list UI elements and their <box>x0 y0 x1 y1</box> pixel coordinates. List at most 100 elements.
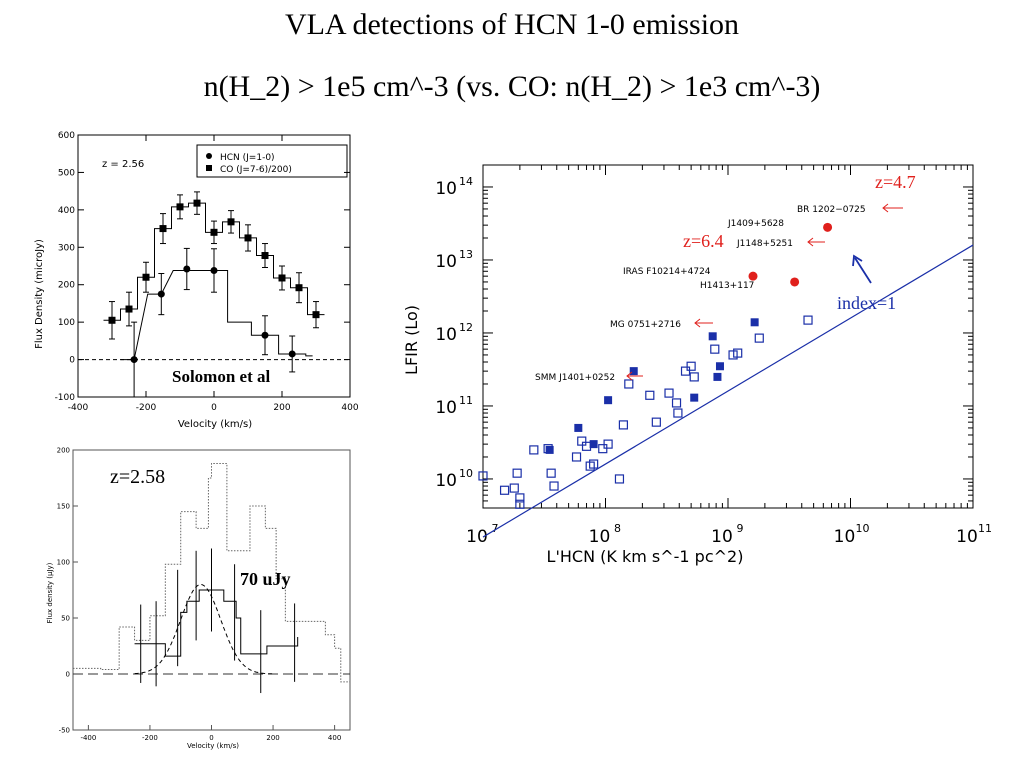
y-tick-label: -100 <box>55 393 76 403</box>
point-label-iras-f10214: IRAS F10214+4724 <box>623 267 711 277</box>
co-point <box>278 274 286 282</box>
y-axis-label: Flux density (μJy) <box>46 562 54 623</box>
fit-line-label: index=1 <box>837 293 896 313</box>
filled-square-point <box>629 367 638 376</box>
open-square-point <box>645 390 655 400</box>
x-tick-label: 400 <box>341 403 358 413</box>
hcn-spectrum-panel: -400 -200 0 200 400 -50 0 50 100 150 200 z=2.58 70… <box>40 440 360 758</box>
hcn-point <box>183 265 191 273</box>
y-tick-exponent: 14 <box>459 175 473 188</box>
open-square-point <box>728 350 738 360</box>
co-point <box>295 284 303 292</box>
y-axis-label: Flux Density (microJy) <box>34 239 45 349</box>
annotation-z47: z=4.7 <box>875 172 916 192</box>
x-tick-label: -400 <box>80 734 96 742</box>
x-tick-exponent: 8 <box>614 522 621 535</box>
open-square-point <box>581 441 592 451</box>
co-point <box>125 305 133 313</box>
x-axis-label: Velocity (km/s) <box>187 742 239 750</box>
y-tick-label: 10 <box>435 325 457 345</box>
y-tick-label: 150 <box>57 503 70 511</box>
hcn-spectrum-chart: -400 -200 0 200 400 -50 0 50 100 150 200 z=2.58 70… <box>46 447 351 750</box>
x-tick-label: 0 <box>211 403 217 413</box>
open-square-point <box>754 333 764 343</box>
fit-line <box>482 244 974 538</box>
fit-line-arrow-head <box>852 254 863 267</box>
slide-subtitle: n(H_2) > 1e5 cm^-3 (vs. CO: n(H_2) > 1e3… <box>203 70 821 103</box>
y-tick-label: -50 <box>59 727 70 735</box>
co-point <box>227 218 235 226</box>
point-label-h1413: H1413+117 <box>700 281 754 291</box>
x-tick-label: 400 <box>328 734 341 742</box>
open-square-point <box>546 468 556 478</box>
open-square-point <box>603 439 613 449</box>
filled-square-point <box>589 440 598 449</box>
x-tick-exponent: 10 <box>856 522 870 535</box>
co-point <box>193 199 201 207</box>
y-tick-label: 10 <box>435 398 457 418</box>
filled-square-point <box>715 362 724 371</box>
legend-co-label: CO (J=7-6)/200) <box>220 165 292 175</box>
redshift-annotation: z = 2.56 <box>102 159 144 170</box>
open-square-point <box>803 315 813 325</box>
arrow-mg0751-head <box>694 318 701 328</box>
legend-co-marker <box>206 165 212 171</box>
open-square-point <box>664 388 674 398</box>
y-tick-label: 500 <box>58 168 75 178</box>
hcn-co-spectrum-chart: -400 -200 0 200 400 -100 0 100 200 300 400 500 600 z… <box>34 131 359 430</box>
redshift-annotation: z=2.58 <box>110 466 165 488</box>
x-tick-exponent: 7 <box>492 522 499 535</box>
co-point <box>312 311 320 319</box>
y-tick-label: 10 <box>435 252 457 272</box>
point-label-mg0751: MG 0751+2716 <box>610 320 681 330</box>
y-tick-exponent: 13 <box>459 248 473 261</box>
open-square-point <box>686 361 696 371</box>
y-tick-label: 100 <box>58 318 75 328</box>
hcn-point <box>288 350 296 358</box>
open-square-point <box>515 493 525 503</box>
x-tick-label: 10 <box>834 527 856 547</box>
open-square-point <box>509 483 519 493</box>
y-tick-label: 10 <box>435 471 457 491</box>
open-square-point <box>710 344 720 354</box>
x-tick-label: 200 <box>266 734 279 742</box>
open-square-point <box>651 417 661 427</box>
y-tick-exponent: 10 <box>459 467 473 480</box>
y-tick-exponent: 12 <box>459 321 473 334</box>
open-square-point <box>673 408 683 418</box>
open-square-point <box>680 366 691 376</box>
open-square-point <box>515 499 525 509</box>
y-tick-label: 100 <box>57 559 70 567</box>
y-tick-label: 50 <box>61 615 70 623</box>
hcn-histogram <box>120 269 313 361</box>
filled-square-point <box>750 318 759 327</box>
point-label-j1409: J1409+5628 <box>727 219 784 229</box>
point-label-j1148: J1148+5251 <box>736 239 793 249</box>
filled-square-point <box>604 396 613 405</box>
co-point <box>159 225 167 233</box>
x-axis-label: Velocity (km/s) <box>178 419 252 430</box>
open-square-point <box>577 436 587 446</box>
dotted-histogram <box>73 462 350 683</box>
co-point <box>108 316 116 324</box>
y-tick-label: 200 <box>58 281 75 291</box>
x-axis-label: L'HCN (K km s^-1 pc^2) <box>547 547 744 566</box>
y-tick-label: 600 <box>58 131 75 141</box>
lfir-lhcn-panel: 10 7 10 8 10 9 10 10 10 11 10 10 10 11 10 12 10 13 10 14 BR… <box>395 150 1015 590</box>
x-tick-label: -200 <box>136 403 157 413</box>
legend: HCN (J=1-0) CO (J=7-6)/200) <box>196 144 348 178</box>
x-tick-exponent: 9 <box>737 522 744 535</box>
y-tick-label: 10 <box>435 179 457 199</box>
filled-square-point <box>690 393 699 402</box>
y-axis-label: LFIR (Lo) <box>402 305 421 375</box>
co-point <box>244 234 252 242</box>
arrow-br1202-head <box>882 203 889 213</box>
y-tick-label: 0 <box>66 671 70 679</box>
x-tick-label: 10 <box>956 527 978 547</box>
high-z-point <box>748 271 758 281</box>
open-square-point <box>478 471 488 481</box>
open-square-point <box>589 459 599 469</box>
arrow-j1148-head <box>807 237 814 247</box>
open-square-point <box>689 372 699 382</box>
x-tick-exponent: 11 <box>978 522 992 535</box>
